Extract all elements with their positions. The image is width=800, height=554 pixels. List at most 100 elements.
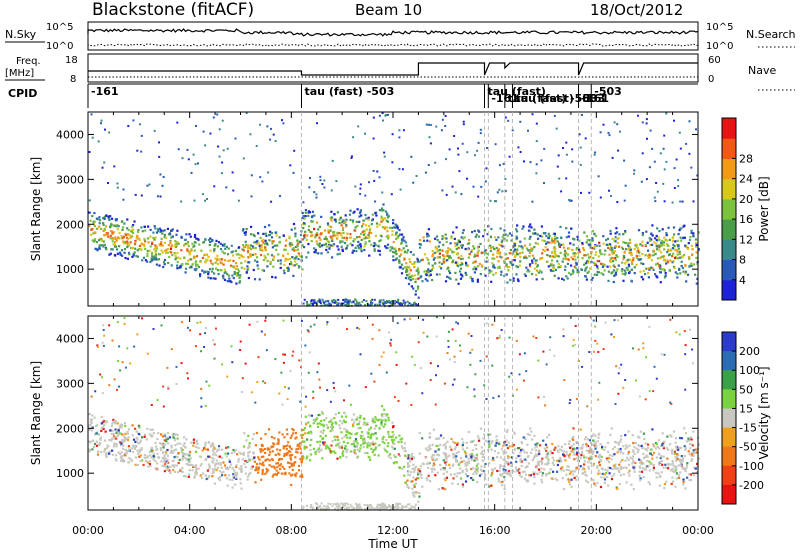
range-gate-cell	[303, 440, 306, 443]
range-gate-cell	[692, 232, 695, 235]
range-gate-cell	[323, 186, 326, 189]
range-gate-cell	[144, 460, 147, 463]
range-gate-cell	[124, 432, 127, 435]
range-gate-cell	[424, 278, 427, 281]
range-gate-cell	[503, 237, 506, 240]
range-gate-cell	[364, 304, 366, 307]
range-gate-cell	[541, 457, 544, 460]
range-gate-cell	[671, 467, 674, 471]
range-gate-cell	[392, 219, 395, 222]
range-gate-cell	[200, 476, 203, 480]
cpid-row: CPID -161 tau (fast) -503 tau (fast)-161ta…	[8, 83, 698, 108]
range-gate-cell	[517, 454, 520, 458]
range-gate-cell	[502, 444, 505, 447]
range-gate-cell	[479, 242, 482, 246]
range-gate-cell	[569, 200, 572, 202]
range-gate-cell	[381, 301, 384, 304]
range-gate-cell	[556, 165, 559, 168]
range-gate-cell	[308, 225, 311, 228]
range-gate-cell	[134, 456, 137, 459]
range-gate-cell	[386, 450, 389, 453]
range-gate-cell	[586, 271, 589, 274]
range-gate-cell	[595, 251, 598, 254]
range-gate-cell	[448, 276, 451, 279]
range-gate-cell	[341, 249, 344, 253]
range-gate-cell	[524, 458, 527, 461]
range-gate-cell	[114, 254, 117, 257]
range-gate-cell	[516, 230, 519, 233]
range-gate-cell	[339, 232, 343, 235]
freq-label: Freq.	[16, 56, 41, 67]
range-gate-cell	[562, 246, 566, 249]
range-gate-cell	[438, 248, 441, 252]
range-gate-cell	[649, 239, 652, 242]
range-gate-cell	[519, 260, 522, 263]
range-gate-cell	[432, 457, 435, 460]
range-gate-cell	[231, 478, 234, 482]
range-gate-cell	[634, 461, 637, 465]
range-gate-cell	[491, 458, 494, 462]
range-gate-cell	[675, 477, 678, 480]
range-gate-cell	[218, 155, 221, 158]
range-gate-cell	[474, 260, 477, 263]
range-gate-cell	[294, 235, 297, 238]
range-gate-cell	[352, 443, 355, 446]
range-gate-cell	[520, 442, 523, 445]
range-gate-cell	[675, 467, 678, 470]
range-gate-cell	[528, 229, 531, 233]
range-gate-cell	[648, 256, 651, 259]
range-gate-cell	[677, 233, 680, 236]
range-gate-cell	[420, 259, 423, 262]
range-gate-cell	[347, 303, 350, 306]
range-gate-cell	[490, 474, 493, 477]
range-gate-cell	[429, 269, 432, 273]
range-gate-cell	[303, 427, 306, 430]
range-gate-cell	[273, 467, 276, 470]
range-gate-cell	[394, 223, 397, 226]
range-gate-cell	[628, 270, 631, 274]
range-gate-cell	[600, 459, 603, 462]
range-gate-cell	[576, 238, 579, 241]
range-gate-cell	[406, 265, 409, 268]
range-gate-cell	[557, 450, 560, 453]
range-gate-cell	[444, 447, 447, 450]
range-gate-cell	[427, 268, 430, 271]
range-gate-cell	[452, 440, 455, 443]
range-gate-cell	[644, 273, 647, 276]
range-gate-cell	[183, 238, 187, 241]
range-gate-cell	[672, 464, 675, 467]
range-gate-cell	[337, 248, 340, 251]
range-gate-cell	[256, 471, 260, 474]
range-gate-cell	[323, 237, 326, 240]
range-gate-cell	[317, 244, 321, 247]
range-gate-cell	[130, 228, 133, 232]
range-gate-cell	[365, 423, 368, 426]
range-gate-cell	[630, 268, 633, 271]
range-gate-cell	[679, 272, 682, 275]
range-gate-cell	[622, 473, 625, 476]
range-gate-cell	[140, 248, 143, 251]
range-gate-cell	[361, 300, 364, 303]
range-gate-cell	[302, 302, 305, 305]
range-gate-cell	[182, 444, 185, 447]
range-gate-cell	[161, 464, 164, 467]
range-gate-cell	[440, 129, 443, 132]
range-gate-cell	[644, 448, 647, 451]
range-gate-cell	[454, 271, 457, 274]
range-gate-cell	[594, 441, 597, 444]
range-gate-cell	[554, 235, 557, 238]
range-gate-cell	[508, 456, 511, 459]
range-gate-cell	[516, 248, 519, 251]
range-gate-cell	[505, 263, 508, 266]
range-gate-cell	[696, 277, 699, 280]
range-gate-cell	[100, 244, 103, 247]
range-gate-cell	[599, 455, 602, 458]
range-gate-cell	[531, 459, 534, 462]
range-gate-cell	[256, 468, 259, 471]
range-gate-cell	[319, 233, 322, 236]
range-gate-cell	[137, 432, 140, 436]
range-gate-cell	[430, 124, 433, 126]
range-gate-cell	[636, 247, 639, 250]
range-gate-cell	[687, 247, 690, 251]
range-gate-cell	[149, 235, 152, 238]
